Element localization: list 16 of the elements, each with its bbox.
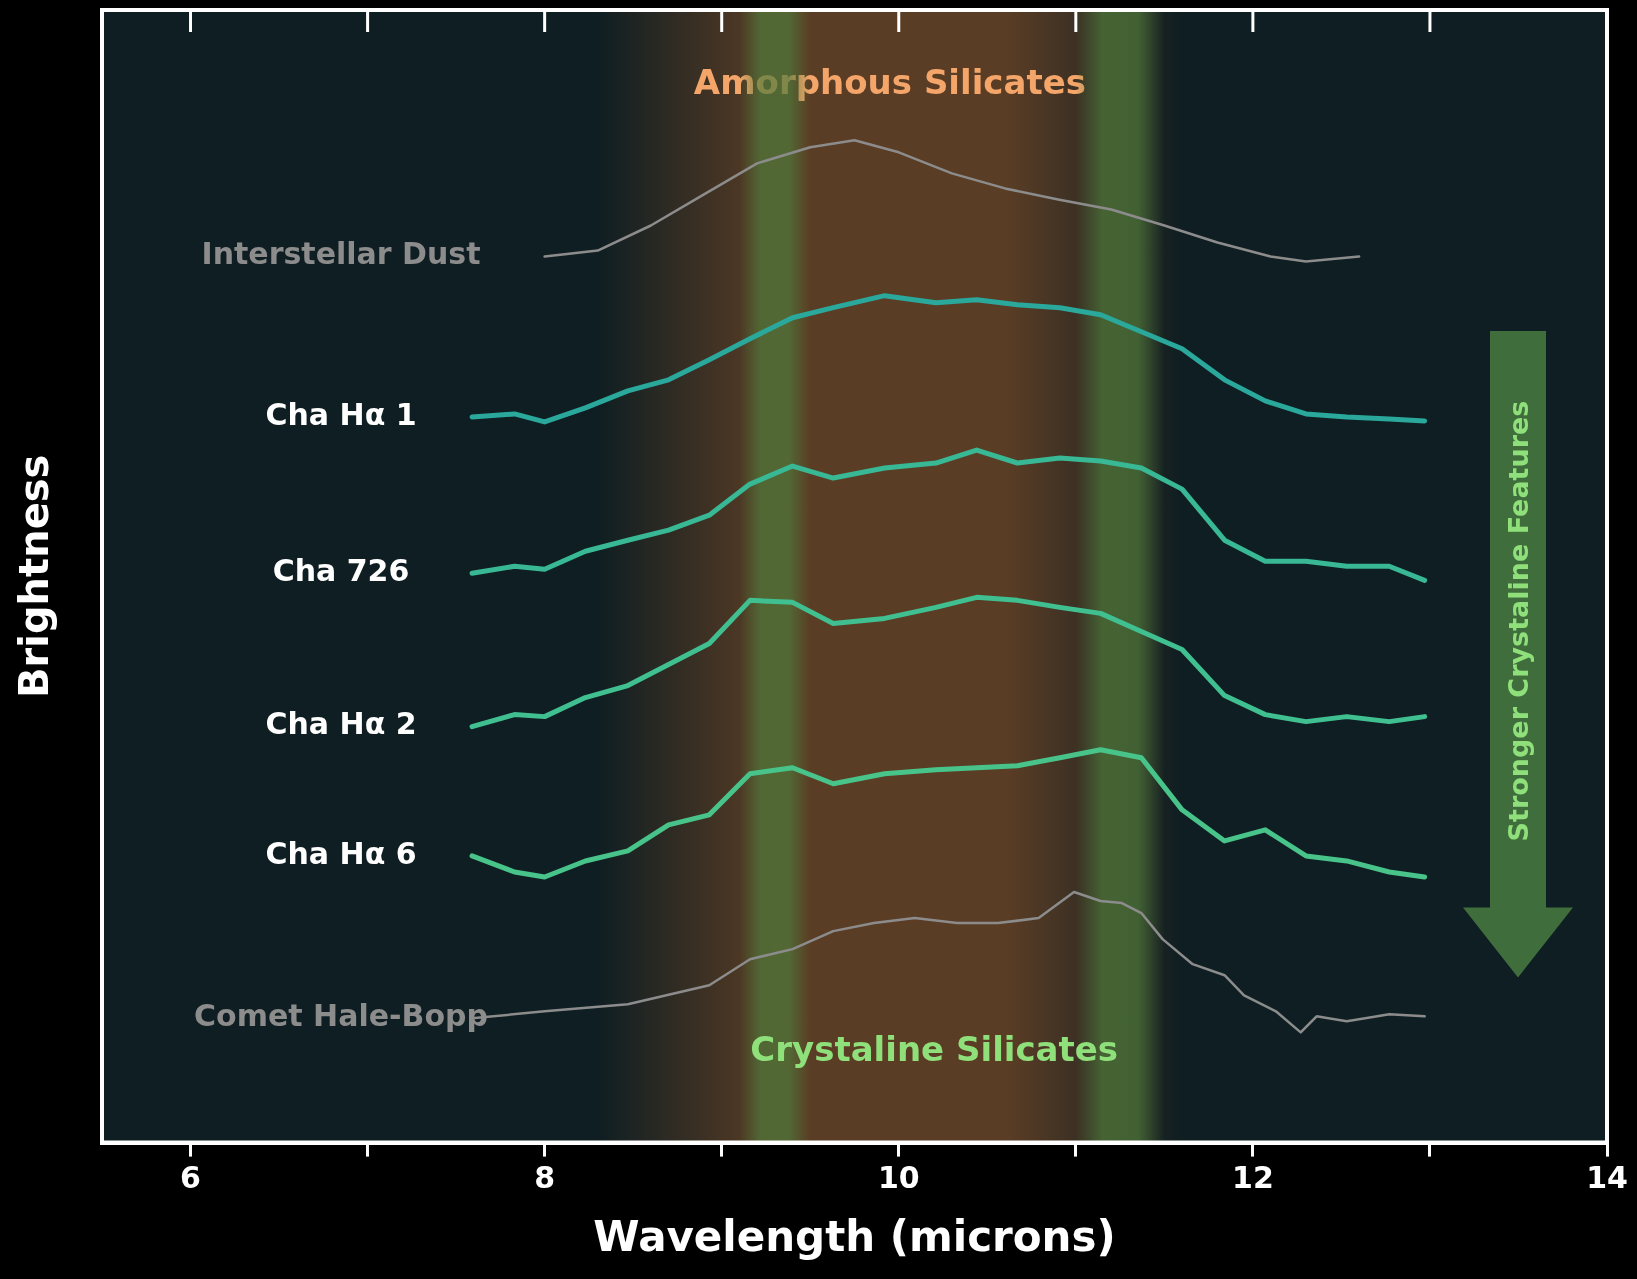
- x-tick-label: 10: [877, 1160, 920, 1196]
- annotation: Stronger Crystaline Features: [1502, 400, 1534, 842]
- band-label: Amorphous Silicates: [693, 61, 1086, 102]
- x-tick-label: 6: [180, 1160, 201, 1196]
- series-label: Comet Hale-Bopp: [194, 998, 488, 1034]
- text: Cha 726: [272, 553, 410, 589]
- y-axis-title: Brightness: [11, 454, 58, 698]
- text: Interstellar Dust: [201, 236, 481, 272]
- annotation: Crystaline Silicates: [750, 1029, 1119, 1070]
- series-label: Cha Hα 2: [265, 706, 417, 742]
- x-tick-label: 14: [1586, 1160, 1628, 1196]
- x-axis-title: Wavelength (microns): [593, 1211, 1116, 1261]
- series-label: Cha Hα 1: [265, 396, 417, 432]
- series-label: Cha Hα 6: [265, 835, 417, 871]
- x-tick-label: 8: [534, 1160, 556, 1196]
- x-tick-label: 12: [1232, 1160, 1274, 1196]
